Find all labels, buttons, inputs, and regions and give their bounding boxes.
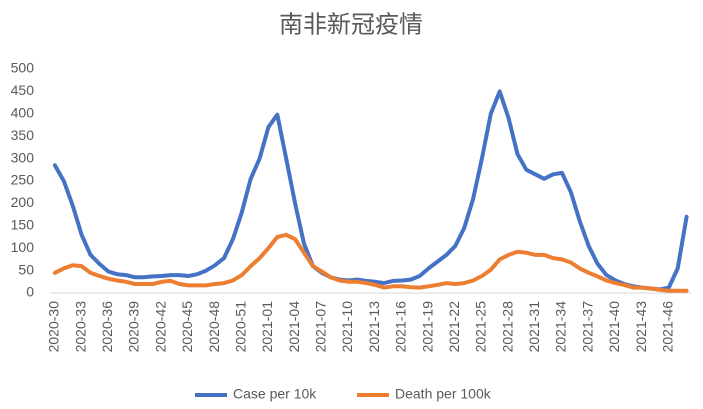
- x-tick-label: 2021-31: [526, 301, 542, 353]
- y-tick-label: 250: [11, 172, 35, 188]
- legend-label: Death per 100k: [395, 386, 492, 402]
- x-tick-label: 2021-07: [313, 301, 329, 353]
- x-tick-label: 2020-39: [126, 301, 142, 353]
- y-tick-label: 450: [11, 82, 35, 98]
- x-tick-label: 2020-30: [46, 301, 62, 353]
- x-tick-label: 2021-34: [553, 301, 569, 353]
- x-tick-label: 2021-28: [499, 301, 515, 353]
- x-tick-label: 2021-01: [259, 301, 275, 353]
- y-tick-label: 300: [11, 149, 35, 165]
- y-tick-label: 200: [11, 194, 35, 210]
- x-tick-label: 2021-04: [286, 301, 302, 353]
- x-tick-label: 2020-42: [152, 301, 168, 353]
- x-tick-label: 2021-46: [659, 301, 675, 353]
- chart-title: 南非新冠疫情: [279, 11, 423, 38]
- y-tick-label: 0: [26, 284, 34, 300]
- x-tick-label: 2020-51: [232, 301, 248, 353]
- x-tick-label: 2021-22: [446, 301, 462, 353]
- x-tick-label: 2021-13: [366, 301, 382, 353]
- series-line: [52, 232, 689, 293]
- y-tick-label: 350: [11, 127, 35, 143]
- x-tick-label: 2020-45: [179, 301, 195, 353]
- x-tick-label: 2021-16: [393, 301, 409, 353]
- y-tick-label: 100: [11, 239, 35, 255]
- x-tick-label: 2020-48: [206, 301, 222, 353]
- x-tick-label: 2021-10: [339, 301, 355, 353]
- x-tick-label: 2021-19: [419, 301, 435, 353]
- y-tick-label: 400: [11, 105, 35, 121]
- y-tick-label: 50: [18, 261, 34, 277]
- series-line: [52, 89, 689, 292]
- x-tick-label: 2021-43: [633, 301, 649, 353]
- x-tick-label: 2021-37: [579, 301, 595, 353]
- y-tick-label: 500: [11, 60, 35, 76]
- x-tick-label: 2021-25: [473, 301, 489, 353]
- x-tick-label: 2021-40: [606, 301, 622, 353]
- y-tick-label: 150: [11, 217, 35, 233]
- legend-label: Case per 10k: [233, 386, 317, 402]
- x-tick-label: 2020-33: [72, 301, 88, 353]
- x-tick-label: 2020-36: [99, 301, 115, 353]
